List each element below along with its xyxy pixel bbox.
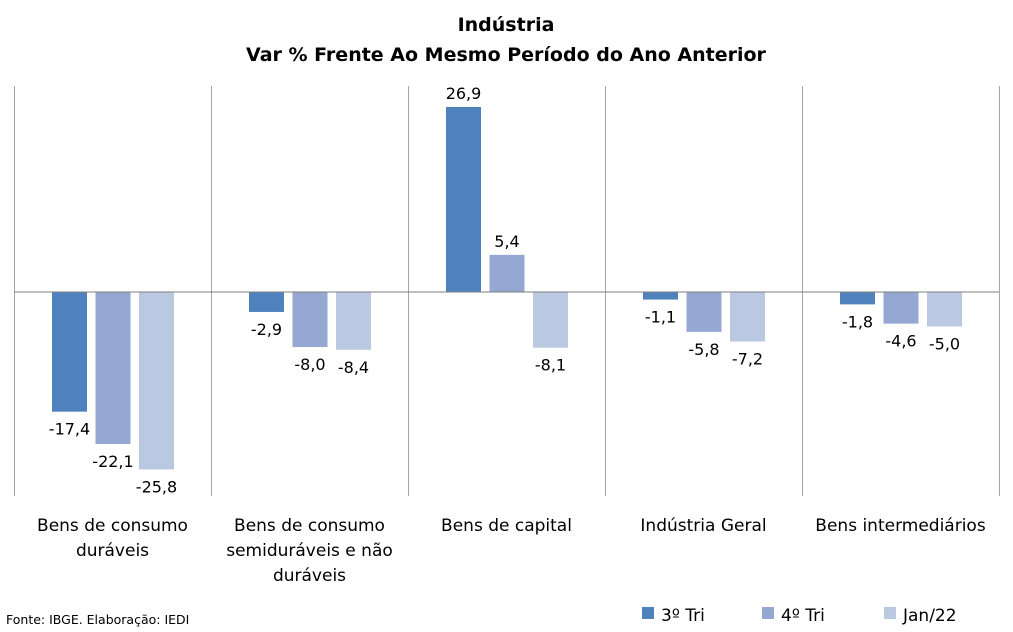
data-label: -5,8 — [688, 340, 719, 359]
category-labels: Bens de consumo duráveis Bens de consumo se… — [37, 516, 986, 586]
legend-swatch — [884, 607, 896, 619]
bar — [446, 107, 481, 292]
category-separators — [14, 86, 1000, 496]
data-label: -4,6 — [885, 332, 916, 351]
data-label: -17,4 — [49, 420, 90, 439]
category-label: Indústria Geral — [640, 516, 766, 536]
data-labels: -17,4 -2,9 26,9 -1,1 -1,8 -22,1 -8,0 5,4 -5,8 -4,… — [49, 84, 960, 496]
chart-subtitle: Var % Frente Ao Mesmo Período do Ano Ant… — [246, 44, 767, 66]
legend-swatch — [762, 607, 774, 619]
bar — [95, 292, 131, 444]
bar — [249, 292, 284, 312]
data-label: -5,0 — [929, 334, 960, 353]
data-label: -1,1 — [645, 308, 676, 327]
category-label: Bens intermediários — [815, 516, 986, 536]
category-label: Bens de capital — [441, 516, 572, 536]
legend: 3º Tri 4º Tri Jan/22 — [642, 606, 957, 626]
bars — [52, 107, 962, 470]
category-label: Bens de consumo — [234, 516, 385, 536]
legend-label: Jan/22 — [902, 606, 957, 626]
bar — [52, 292, 87, 412]
legend-label: 3º Tri — [661, 606, 705, 626]
data-label: -8,4 — [338, 358, 369, 377]
source-note: Fonte: IBGE. Elaboração: IEDI — [6, 612, 189, 627]
category-label: semiduráveis e não — [226, 541, 393, 561]
data-label: -7,2 — [732, 350, 763, 369]
bar — [292, 292, 328, 348]
bar — [883, 292, 919, 324]
bar — [533, 292, 568, 348]
data-label: 26,9 — [446, 84, 482, 103]
bar — [489, 254, 525, 292]
bar — [840, 292, 875, 305]
data-label: -25,8 — [136, 477, 177, 496]
data-label: -22,1 — [92, 452, 133, 471]
bar — [730, 292, 765, 342]
data-label: -8,0 — [294, 355, 325, 374]
category-label: Bens de consumo — [37, 516, 188, 536]
legend-label: 4º Tri — [781, 606, 825, 626]
bar — [139, 292, 174, 470]
legend-swatch — [642, 607, 654, 619]
data-label: -2,9 — [251, 320, 282, 339]
category-label: duráveis — [273, 566, 346, 586]
category-label: duráveis — [76, 541, 149, 561]
data-label: -1,8 — [842, 312, 873, 331]
bar — [336, 292, 371, 350]
data-label: -8,1 — [535, 356, 566, 375]
bar — [686, 292, 722, 332]
bar — [643, 292, 678, 300]
chart-title: Indústria — [458, 14, 555, 36]
bar — [927, 292, 962, 327]
data-label: 5,4 — [494, 232, 519, 251]
